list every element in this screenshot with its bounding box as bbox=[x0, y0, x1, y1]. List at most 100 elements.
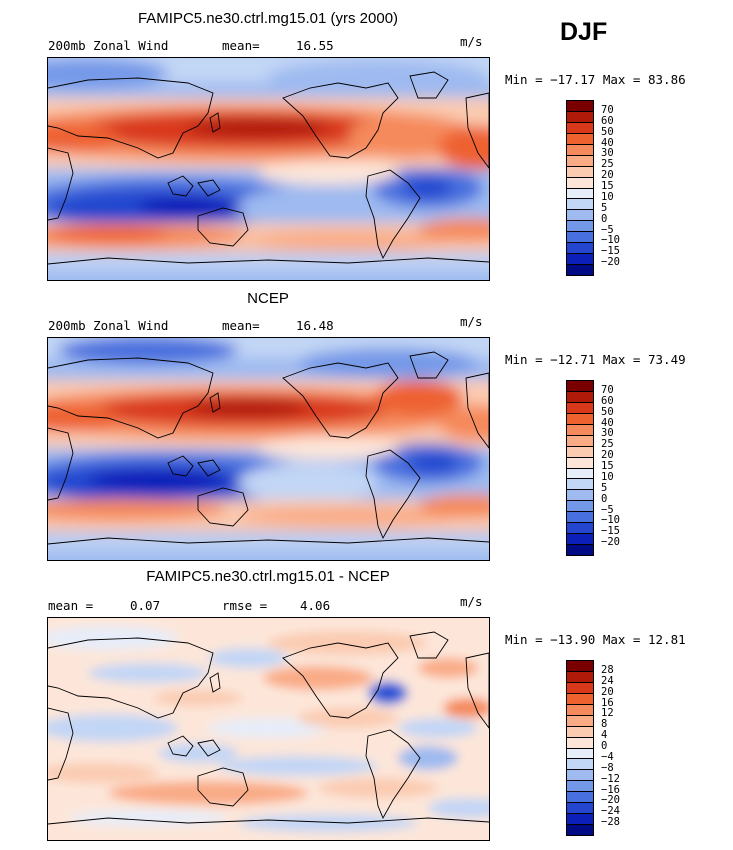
colorbar-swatch bbox=[567, 533, 593, 545]
colorbar-swatch bbox=[567, 780, 593, 792]
colorbar-swatch bbox=[567, 220, 593, 232]
colorbar-label: 5 bbox=[601, 481, 608, 494]
colorbar-label: 60 bbox=[601, 394, 614, 407]
panel-2-colorbar-swatches bbox=[567, 381, 593, 555]
colorbar-label: 25 bbox=[601, 438, 614, 451]
panel-1-variable-label: 200mb Zonal Wind bbox=[48, 38, 169, 53]
panel-3-title: FAMIPC5.ne30.ctrl.mg15.01 - NCEP bbox=[146, 568, 390, 585]
colorbar-label: 30 bbox=[601, 147, 614, 160]
colorbar-swatch bbox=[567, 423, 593, 435]
panel-3-colorbar-labels: 28 24 20 16 12 8 4 0 −4 −8 −12 −16 −20 −24 −28 bbox=[601, 660, 661, 834]
colorbar-swatch bbox=[567, 412, 593, 424]
colorbar-label: 20 bbox=[601, 685, 614, 698]
colorbar-swatch bbox=[567, 253, 593, 265]
panel-1-title: FAMIPC5.ne30.ctrl.mg15.01 (yrs 2000) bbox=[137, 10, 399, 27]
panel-1-colorbar-labels: 70 60 50 40 30 25 20 15 10 5 0 −5 −10 −15 −20 bbox=[601, 100, 661, 274]
panel-3-map bbox=[47, 617, 490, 841]
panel-1-colorbar-swatches bbox=[567, 101, 593, 275]
colorbar-label: −20 bbox=[601, 536, 620, 549]
panel-1-minmax: Min = −17.17 Max = 83.86 bbox=[505, 72, 686, 87]
panel-2-mean-value: 16.48 bbox=[296, 318, 334, 333]
colorbar-label: −15 bbox=[601, 525, 620, 538]
panel-3-minmax: Min = −13.90 Max = 12.81 bbox=[505, 632, 686, 647]
colorbar-label: 0 bbox=[601, 212, 608, 225]
colorbar-label: 28 bbox=[601, 663, 614, 676]
colorbar-label: −20 bbox=[601, 256, 620, 269]
panel-2-title: NCEP bbox=[247, 290, 289, 307]
colorbar-swatch bbox=[567, 802, 593, 814]
panel-2-mean-label: mean= bbox=[222, 318, 260, 333]
colorbar-label: −8 bbox=[601, 761, 614, 774]
colorbar-label: −5 bbox=[601, 503, 614, 516]
colorbar-label: −12 bbox=[601, 772, 620, 785]
colorbar-swatch bbox=[567, 791, 593, 803]
colorbar-label: 40 bbox=[601, 136, 614, 149]
colorbar-label: −16 bbox=[601, 783, 620, 796]
panel-2-minmax: Min = −12.71 Max = 73.49 bbox=[505, 352, 686, 367]
colorbar-swatch bbox=[567, 165, 593, 177]
colorbar-label: 4 bbox=[601, 729, 608, 742]
panel-3-mean-label: mean = bbox=[48, 598, 94, 613]
panel-1-mean-value: 16.55 bbox=[296, 38, 334, 53]
colorbar-swatch bbox=[567, 522, 593, 534]
panel-2-colorbar-labels: 70 60 50 40 30 25 20 15 10 5 0 −5 −10 −15 −20 bbox=[601, 380, 661, 554]
colorbar-swatch bbox=[567, 242, 593, 254]
colorbar-swatch bbox=[567, 736, 593, 748]
colorbar-swatch bbox=[567, 121, 593, 133]
colorbar-swatch bbox=[567, 401, 593, 413]
panel-3-map-svg bbox=[48, 618, 489, 840]
colorbar-swatch bbox=[567, 198, 593, 210]
colorbar-label: −4 bbox=[601, 750, 614, 763]
colorbar-label: 70 bbox=[601, 383, 614, 396]
colorbar-swatch bbox=[567, 681, 593, 693]
colorbar-label: −10 bbox=[601, 514, 620, 527]
panel-3-rmse-value: 4.06 bbox=[300, 598, 331, 613]
panel-1-map-svg bbox=[48, 58, 489, 280]
colorbar-label: 16 bbox=[601, 696, 614, 709]
colorbar-swatch bbox=[567, 544, 593, 555]
colorbar-swatch bbox=[567, 725, 593, 737]
colorbar-label: 0 bbox=[601, 492, 608, 505]
colorbar-swatch bbox=[567, 511, 593, 523]
panel-1-colorbar bbox=[566, 100, 594, 276]
colorbar-label: 30 bbox=[601, 427, 614, 440]
colorbar-label: 5 bbox=[601, 201, 608, 214]
colorbar-label: 60 bbox=[601, 114, 614, 127]
colorbar-swatch bbox=[567, 500, 593, 512]
panel-3-rmse-label: rmse = bbox=[222, 598, 268, 613]
colorbar-swatch bbox=[567, 769, 593, 781]
colorbar-label: 0 bbox=[601, 740, 608, 752]
colorbar-swatch bbox=[567, 703, 593, 715]
colorbar-swatch bbox=[567, 209, 593, 221]
colorbar-label: 20 bbox=[601, 169, 614, 182]
colorbar-label: 15 bbox=[601, 460, 614, 472]
colorbar-label: 24 bbox=[601, 674, 614, 687]
colorbar-swatch bbox=[567, 143, 593, 155]
colorbar-label: 70 bbox=[601, 103, 614, 116]
colorbar-swatch bbox=[567, 132, 593, 144]
colorbar-label: −20 bbox=[601, 794, 620, 807]
season-label: DJF bbox=[560, 18, 608, 46]
colorbar-swatch bbox=[567, 390, 593, 402]
colorbar-swatch bbox=[567, 747, 593, 759]
colorbar-swatch bbox=[567, 813, 593, 825]
colorbar-swatch bbox=[567, 381, 593, 391]
colorbar-label: 20 bbox=[601, 449, 614, 462]
panel-2-units: m/s bbox=[460, 314, 483, 329]
colorbar-swatch bbox=[567, 670, 593, 682]
colorbar-swatch bbox=[567, 824, 593, 835]
colorbar-label: −24 bbox=[601, 805, 620, 818]
colorbar-swatch bbox=[567, 758, 593, 770]
panel-2-map-svg bbox=[48, 338, 489, 560]
colorbar-swatch bbox=[567, 489, 593, 501]
colorbar-label: −10 bbox=[601, 234, 620, 247]
panel-1-map bbox=[47, 57, 490, 281]
colorbar-swatch bbox=[567, 714, 593, 726]
colorbar-swatch bbox=[567, 434, 593, 446]
panel-1-mean-label: mean= bbox=[222, 38, 260, 53]
panel-3-colorbar-swatches bbox=[567, 661, 593, 835]
panel-3-colorbar bbox=[566, 660, 594, 836]
colorbar-swatch bbox=[567, 176, 593, 188]
colorbar-label: −15 bbox=[601, 245, 620, 258]
panel-2-variable-label: 200mb Zonal Wind bbox=[48, 318, 169, 333]
